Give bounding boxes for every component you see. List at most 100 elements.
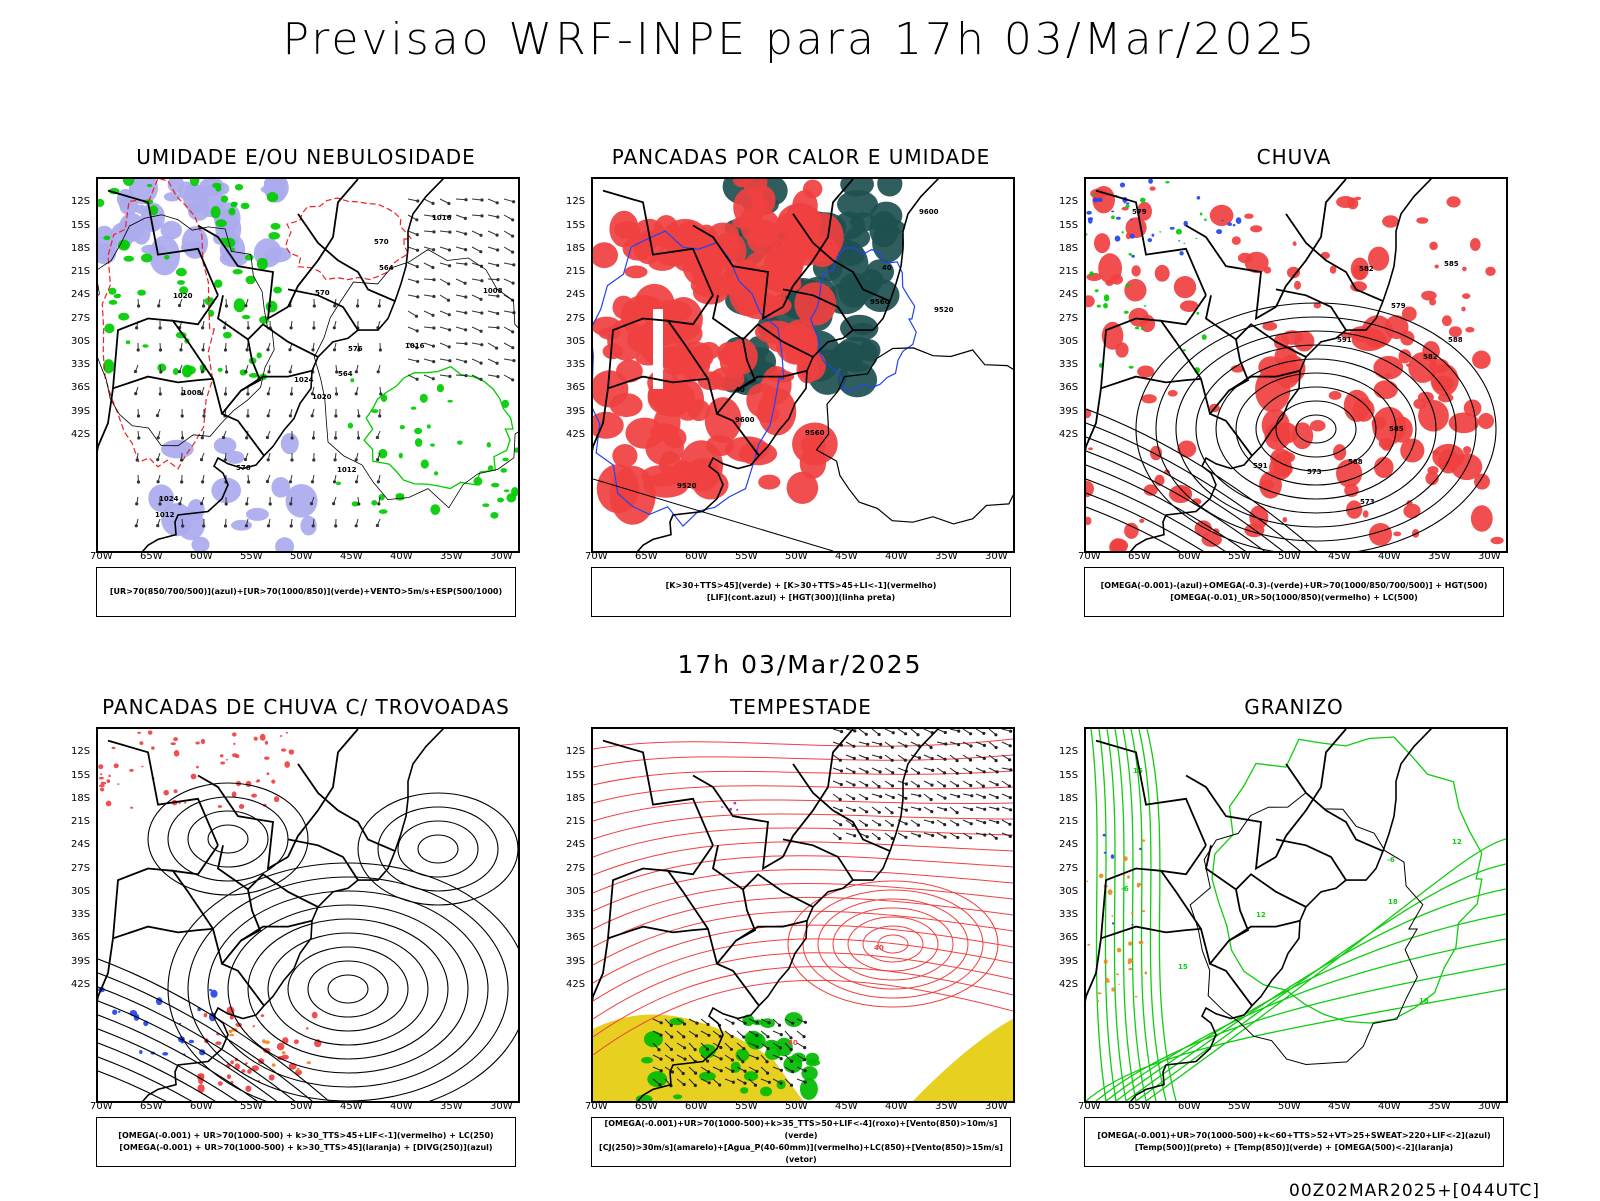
latitude-label: 33S <box>1059 359 1078 370</box>
latitude-label: 24S <box>1059 839 1078 850</box>
map-svg: 1008100810121012101610161020102010241024… <box>98 179 518 551</box>
contour-value-label: 591 <box>1253 462 1268 470</box>
latitude-label: 15S <box>71 770 90 781</box>
longitude-label: 60W <box>190 551 213 562</box>
longitude-label: 40W <box>885 1101 908 1112</box>
latitude-label: 33S <box>71 909 90 920</box>
panel-title: CHUVA <box>1064 145 1524 169</box>
latitude-label: 42S <box>566 429 585 440</box>
panel-title: PANCADAS DE CHUVA C/ TROVOADAS <box>76 695 536 719</box>
longitude-label: 70W <box>585 1101 608 1112</box>
latitude-label: 36S <box>71 932 90 943</box>
panel-title: PANCADAS POR CALOR E UMIDADE <box>571 145 1031 169</box>
political-border <box>736 921 807 941</box>
latitude-label: 21S <box>71 816 90 827</box>
contour-value-label: 588 <box>1348 458 1363 466</box>
longitude-label: 45W <box>1328 551 1351 562</box>
longitude-label: 55W <box>240 551 263 562</box>
legend-box: [UR>70(850/700/500)](azul)+[UR>70(1000/8… <box>96 567 516 617</box>
coastline <box>1126 729 1437 1101</box>
longitude-label: 65W <box>635 1101 658 1112</box>
latitude-label: 18S <box>1059 793 1078 804</box>
contour-value-label: 585 <box>1444 260 1459 268</box>
latitude-label: 15S <box>71 220 90 231</box>
panel-title: UMIDADE E/OU NEBULOSIDADE <box>76 145 536 169</box>
latitude-label: 27S <box>71 313 90 324</box>
latitude-label: 21S <box>1059 266 1078 277</box>
latitude-label: 24S <box>71 839 90 850</box>
latitude-label: 33S <box>1059 909 1078 920</box>
jet-core-area <box>913 1019 1013 1101</box>
contour-value-label: 12 <box>1452 838 1462 846</box>
latitude-label: 30S <box>1059 886 1078 897</box>
longitude-label: 65W <box>1128 551 1151 562</box>
contour-value-label: 579 <box>1132 208 1147 216</box>
contour-value-label: 18 <box>1419 997 1429 1005</box>
political-border <box>1229 921 1300 941</box>
lc250-streamlines-south <box>168 863 518 1101</box>
contour-value-label: 1012 <box>337 466 357 474</box>
latitude-label: 30S <box>566 336 585 347</box>
latitude-label: 21S <box>566 266 585 277</box>
longitude-label: 70W <box>1078 1101 1101 1112</box>
longitude-label: 45W <box>1328 1101 1351 1112</box>
temp500-contour <box>1190 793 1423 1065</box>
longitude-label: 35W <box>1428 551 1451 562</box>
latitude-label: 12S <box>566 746 585 757</box>
latitude-label: 30S <box>566 886 585 897</box>
latitude-label: 18S <box>1059 243 1078 254</box>
coastline <box>138 729 449 1101</box>
latitude-label: 36S <box>1059 932 1078 943</box>
legend-line: [CJ(250)>30m/s](amarelo)+[Agua_P(40-60mm… <box>592 1142 1010 1166</box>
latitude-label: 12S <box>1059 196 1078 207</box>
latitude-label: 24S <box>566 839 585 850</box>
legend-line: [UR>70(850/700/500)](azul)+[UR>70(1000/8… <box>97 586 515 598</box>
map-panel <box>96 727 520 1103</box>
latitude-label: 15S <box>1059 220 1078 231</box>
legend-line: [OMEGA(-0.001)+UR>70(1000-500)+k<60+TTS>… <box>1085 1130 1503 1142</box>
latitude-label: 39S <box>1059 956 1078 967</box>
latitude-label: 15S <box>1059 770 1078 781</box>
longitude-label: 35W <box>935 1101 958 1112</box>
political-border <box>603 741 713 846</box>
latitude-label: 24S <box>71 289 90 300</box>
political-border <box>713 845 759 1005</box>
political-border <box>248 324 318 357</box>
map-svg <box>98 729 518 1101</box>
longitude-label: 50W <box>785 1101 808 1112</box>
contour-value-label: 18 <box>1388 898 1398 906</box>
latitude-label: 39S <box>566 406 585 417</box>
contour-value-label: 564 <box>379 264 394 272</box>
longitude-label: 70W <box>585 551 608 562</box>
longitude-label: 45W <box>340 1101 363 1112</box>
legend-box: [K>30+TTS>45](verde) + [K>30+TTS>45+LI<-… <box>591 567 1011 617</box>
latitude-label: 21S <box>71 266 90 277</box>
longitude-label: 30W <box>490 1101 513 1112</box>
political-border <box>1236 874 1306 907</box>
political-border <box>1161 295 1210 414</box>
longitude-label: 50W <box>290 1101 313 1112</box>
longitude-label: 40W <box>885 551 908 562</box>
longitude-label: 30W <box>1478 1101 1501 1112</box>
political-border <box>1276 839 1346 880</box>
latitude-label: 27S <box>566 313 585 324</box>
longitude-label: 30W <box>490 551 513 562</box>
longitude-label: 55W <box>735 1101 758 1112</box>
longitude-label: 60W <box>685 1101 708 1112</box>
mid-title: 17h 03/Mar/2025 <box>0 650 1600 679</box>
latitude-label: 39S <box>1059 406 1078 417</box>
latitude-label: 27S <box>566 863 585 874</box>
latitude-label: 30S <box>71 336 90 347</box>
latitude-label: 12S <box>71 196 90 207</box>
legend-line: [OMEGA(-0.001) + UR>70(1000-500) + k>30_… <box>97 1130 515 1142</box>
political-border <box>98 869 173 1055</box>
contour-value-label: 12 <box>1256 911 1266 919</box>
latitude-label: 42S <box>1059 429 1078 440</box>
latitude-label: 18S <box>71 793 90 804</box>
political-border <box>743 874 813 907</box>
longitude-label: 70W <box>1078 551 1101 562</box>
